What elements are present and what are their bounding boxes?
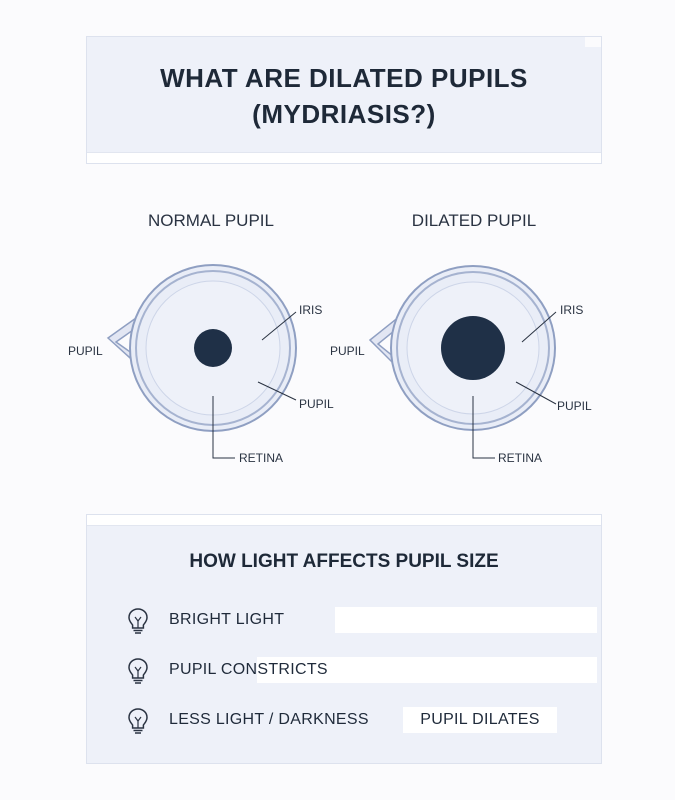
eye-diagrams-svg: NORMAL PUPIL IRIS PUPIL PUPIL RETINA DIL… xyxy=(68,211,592,465)
normal-pupil-left-label: PUPIL xyxy=(68,344,103,358)
lightbulb-icon xyxy=(128,658,148,684)
light-row-label: LESS LIGHT / DARKNESS xyxy=(169,711,369,728)
normal-pupil-leader xyxy=(257,381,297,401)
dilated-retina-label: RETINA xyxy=(498,451,542,465)
light-row-label: PUPIL CONSTRICTS xyxy=(169,661,328,678)
normal-retina-label: RETINA xyxy=(239,451,283,465)
light-section-title: HOW LIGHT AFFECTS PUPIL SIZE xyxy=(189,551,499,572)
normal-retina-leader xyxy=(212,396,235,459)
title-card-corner xyxy=(585,37,601,47)
light-row-darkness: LESS LIGHT / DARKNESS PUPIL DILATES xyxy=(127,707,557,735)
light-row-label: BRIGHT LIGHT xyxy=(169,611,285,628)
light-row-constricts: PUPIL CONSTRICTS xyxy=(127,657,597,685)
normal-pupil xyxy=(194,329,232,367)
light-row-value-box xyxy=(335,607,597,633)
light-effects-card: HOW LIGHT AFFECTS PUPIL SIZE BRIGHT LIGH… xyxy=(86,514,602,764)
normal-eye-group: NORMAL PUPIL IRIS PUPIL PUPIL RETINA xyxy=(68,211,334,465)
light-row-value: PUPIL DILATES xyxy=(420,711,540,728)
title-card: WHAT ARE DILATED PUPILS (MYDRIASIS?) xyxy=(86,36,602,164)
title-card-strip xyxy=(87,152,601,163)
normal-iris-label: IRIS xyxy=(299,303,322,317)
dilated-iris-label: IRIS xyxy=(560,303,583,317)
lightbulb-icon xyxy=(128,608,148,634)
dilated-pupil-leader xyxy=(515,381,557,405)
dilated-pupil-right-label: PUPIL xyxy=(557,399,592,413)
lightbulb-icon xyxy=(128,708,148,734)
light-row-value-box: PUPIL DILATES xyxy=(403,707,557,733)
eye-diagrams: NORMAL PUPIL IRIS PUPIL PUPIL RETINA DIL… xyxy=(0,190,675,490)
page-title-line-2: (MYDRIASIS?) xyxy=(252,99,436,129)
light-row-bright: BRIGHT LIGHT xyxy=(127,607,597,635)
dilated-iris-leader xyxy=(521,311,557,343)
light-row-value-box xyxy=(257,657,597,683)
dilated-eye-group: DILATED PUPIL IRIS PUPIL PUPIL RETINA xyxy=(330,211,592,465)
dilated-pupil xyxy=(441,316,505,380)
normal-pupil-right-label: PUPIL xyxy=(299,397,334,411)
dilated-retina-leader xyxy=(472,396,495,459)
normal-pupil-heading: NORMAL PUPIL xyxy=(148,211,274,230)
dilated-pupil-left-label: PUPIL xyxy=(330,344,365,358)
normal-iris-leader xyxy=(261,311,297,341)
light-card-strip xyxy=(87,515,601,526)
dilated-pupil-heading: DILATED PUPIL xyxy=(412,211,536,230)
page-title-line-1: WHAT ARE DILATED PUPILS xyxy=(160,63,528,93)
